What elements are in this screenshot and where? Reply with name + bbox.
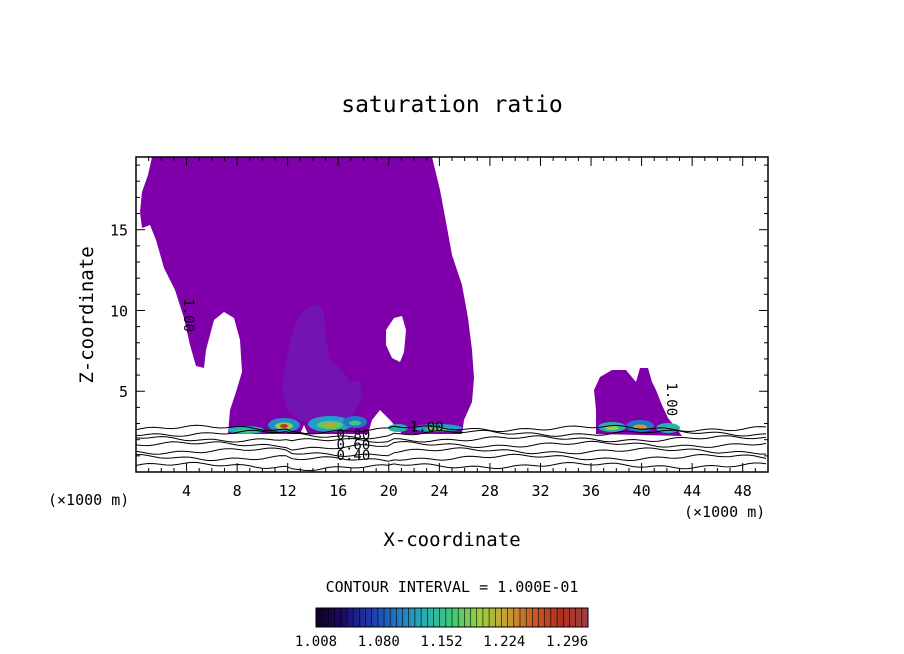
contour-label: 1.00 bbox=[180, 298, 196, 332]
y-tick-label: 5 bbox=[119, 383, 128, 401]
contour-label: 1.00 bbox=[410, 420, 444, 436]
colorbar-label: 1.296 bbox=[546, 634, 588, 650]
contour-line bbox=[136, 435, 767, 443]
x-tick-label: 16 bbox=[329, 482, 347, 500]
x-tick-label: 4 bbox=[182, 482, 191, 500]
colorbar-stripes bbox=[321, 608, 583, 627]
saturated-region bbox=[140, 157, 474, 434]
saturated-region-right bbox=[594, 368, 682, 436]
contour-label: 0.80 bbox=[337, 428, 371, 444]
y-tick-label: 15 bbox=[110, 222, 128, 240]
x-tick-label: 48 bbox=[734, 482, 752, 500]
x-tick-label: 12 bbox=[279, 482, 297, 500]
contour-line bbox=[136, 429, 767, 440]
x-tick-label: 20 bbox=[380, 482, 398, 500]
contour-line bbox=[136, 447, 767, 457]
contour-lines bbox=[136, 424, 767, 472]
shaded-region bbox=[282, 304, 362, 424]
contour-interval-label: CONTOUR INTERVAL = 1.000E-01 bbox=[326, 578, 579, 596]
colorbar-label: 1.152 bbox=[420, 634, 462, 650]
x-tick-label: 36 bbox=[582, 482, 600, 500]
chart-title: saturation ratio bbox=[341, 92, 563, 118]
colorbar-label: 1.224 bbox=[483, 634, 525, 650]
contour-line bbox=[136, 424, 767, 435]
colorbar-labels: 1.008 1.080 1.152 1.224 1.296 bbox=[295, 634, 588, 650]
contour-label: 0.60 bbox=[337, 437, 371, 453]
x-unit-left: (×1000 m) bbox=[48, 491, 129, 509]
contour-label: 0.40 bbox=[337, 448, 371, 464]
y-axis-label: Z-coordinate bbox=[76, 246, 98, 383]
contour-line bbox=[136, 440, 767, 451]
axis-ticks bbox=[136, 157, 768, 472]
x-tick-label: 40 bbox=[633, 482, 651, 500]
colorbar-label: 1.008 bbox=[295, 634, 337, 650]
y-tick-labels: 5 10 15 bbox=[110, 222, 128, 402]
plot-area bbox=[136, 157, 767, 472]
contour-label: 1.00 bbox=[663, 382, 679, 416]
x-tick-label: 32 bbox=[531, 482, 549, 500]
y-tick-label: 10 bbox=[110, 302, 128, 320]
x-tick-labels: 4 8 12 16 20 24 28 32 36 40 44 48 bbox=[182, 482, 752, 500]
contour-line bbox=[136, 453, 767, 462]
contour-labels: 1.00 1.00 1.00 0.800.600.40 bbox=[180, 298, 679, 463]
x-unit-right: (×1000 m) bbox=[684, 503, 765, 521]
colorbar bbox=[315, 607, 589, 628]
x-axis-label: X-coordinate bbox=[383, 529, 520, 551]
contour-line bbox=[136, 461, 767, 472]
cloud-hole bbox=[386, 316, 406, 362]
x-tick-label: 44 bbox=[683, 482, 701, 500]
x-tick-label: 8 bbox=[233, 482, 242, 500]
x-tick-label: 24 bbox=[430, 482, 448, 500]
x-tick-label: 28 bbox=[481, 482, 499, 500]
colorbar-label: 1.080 bbox=[358, 634, 400, 650]
